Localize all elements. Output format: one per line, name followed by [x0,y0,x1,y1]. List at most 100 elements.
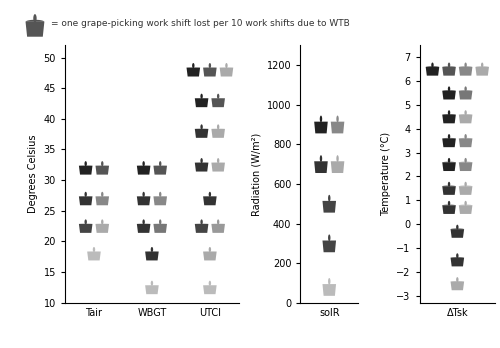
Polygon shape [459,138,472,139]
Polygon shape [328,278,330,285]
Polygon shape [450,281,464,282]
Polygon shape [79,166,92,175]
Polygon shape [96,166,109,175]
Polygon shape [442,163,456,171]
Polygon shape [448,201,450,206]
Polygon shape [476,66,489,67]
Polygon shape [186,68,200,77]
Polygon shape [212,129,225,138]
Y-axis label: Temperature (°C): Temperature (°C) [380,132,390,216]
Polygon shape [150,281,153,286]
Polygon shape [154,166,167,175]
Polygon shape [464,134,467,139]
Polygon shape [459,163,472,171]
Polygon shape [481,63,484,68]
Polygon shape [84,192,87,197]
Polygon shape [442,138,456,139]
Polygon shape [203,196,216,205]
Polygon shape [195,98,208,107]
Polygon shape [96,224,109,233]
Polygon shape [464,63,467,68]
Polygon shape [448,134,450,139]
Polygon shape [195,129,208,138]
Polygon shape [442,90,456,91]
Polygon shape [459,185,472,186]
Polygon shape [154,224,167,233]
Polygon shape [336,155,339,162]
Polygon shape [336,116,339,122]
Polygon shape [154,196,167,205]
Polygon shape [442,185,456,186]
Polygon shape [456,225,458,230]
Polygon shape [208,281,211,286]
Y-axis label: Degrees Celsius: Degrees Celsius [28,135,38,213]
Polygon shape [145,285,158,294]
Polygon shape [426,66,440,67]
Polygon shape [212,163,225,172]
Polygon shape [101,192,103,197]
Polygon shape [200,219,203,224]
Polygon shape [200,158,203,163]
Polygon shape [464,201,467,206]
Polygon shape [142,192,145,197]
Polygon shape [96,196,109,205]
Polygon shape [448,63,450,68]
Polygon shape [320,155,322,162]
Polygon shape [328,195,330,201]
Polygon shape [450,257,464,258]
Polygon shape [203,285,216,294]
Polygon shape [142,219,145,224]
Polygon shape [331,161,344,173]
Polygon shape [79,196,92,205]
Polygon shape [459,66,472,67]
Polygon shape [84,161,87,166]
Polygon shape [192,63,194,68]
Polygon shape [159,219,162,224]
Polygon shape [442,139,456,147]
Polygon shape [137,224,150,233]
Polygon shape [314,161,328,173]
Polygon shape [459,205,472,214]
Polygon shape [145,252,158,260]
Polygon shape [442,162,456,163]
Polygon shape [208,192,211,197]
Polygon shape [442,66,456,67]
Polygon shape [34,14,36,23]
Polygon shape [195,224,208,233]
Polygon shape [450,229,464,238]
Polygon shape [217,94,220,99]
Polygon shape [26,22,44,37]
Y-axis label: Radiation (W/m²): Radiation (W/m²) [251,132,261,216]
Polygon shape [328,235,330,241]
Polygon shape [208,247,211,252]
Polygon shape [442,115,456,123]
Polygon shape [200,124,203,129]
Polygon shape [195,163,208,172]
Polygon shape [217,158,220,163]
Polygon shape [448,110,450,115]
Polygon shape [456,277,458,282]
Polygon shape [137,196,150,205]
Polygon shape [459,162,472,163]
Polygon shape [442,91,456,100]
Polygon shape [459,91,472,100]
Polygon shape [212,224,225,233]
Polygon shape [459,90,472,91]
Polygon shape [203,252,216,260]
Polygon shape [459,139,472,147]
Polygon shape [79,224,92,233]
Polygon shape [225,63,228,68]
Polygon shape [159,161,162,166]
Polygon shape [442,205,456,214]
Polygon shape [142,161,145,166]
Polygon shape [322,240,336,252]
Text: = one grape-picking work shift lost per 10 work shifts due to WTB: = one grape-picking work shift lost per … [50,19,350,28]
Polygon shape [93,247,95,252]
Polygon shape [320,116,322,122]
Polygon shape [101,161,103,166]
Polygon shape [450,282,464,290]
Polygon shape [220,68,233,77]
Polygon shape [217,219,220,224]
Polygon shape [442,67,456,76]
Polygon shape [448,158,450,163]
